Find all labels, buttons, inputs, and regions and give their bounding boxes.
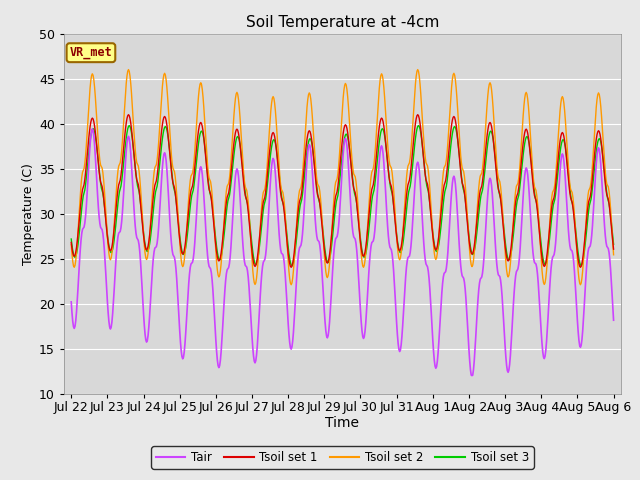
Y-axis label: Temperature (C): Temperature (C): [22, 163, 35, 264]
X-axis label: Time: Time: [325, 416, 360, 431]
Text: VR_met: VR_met: [70, 46, 112, 59]
Title: Soil Temperature at -4cm: Soil Temperature at -4cm: [246, 15, 439, 30]
Legend: Tair, Tsoil set 1, Tsoil set 2, Tsoil set 3: Tair, Tsoil set 1, Tsoil set 2, Tsoil se…: [151, 446, 534, 469]
